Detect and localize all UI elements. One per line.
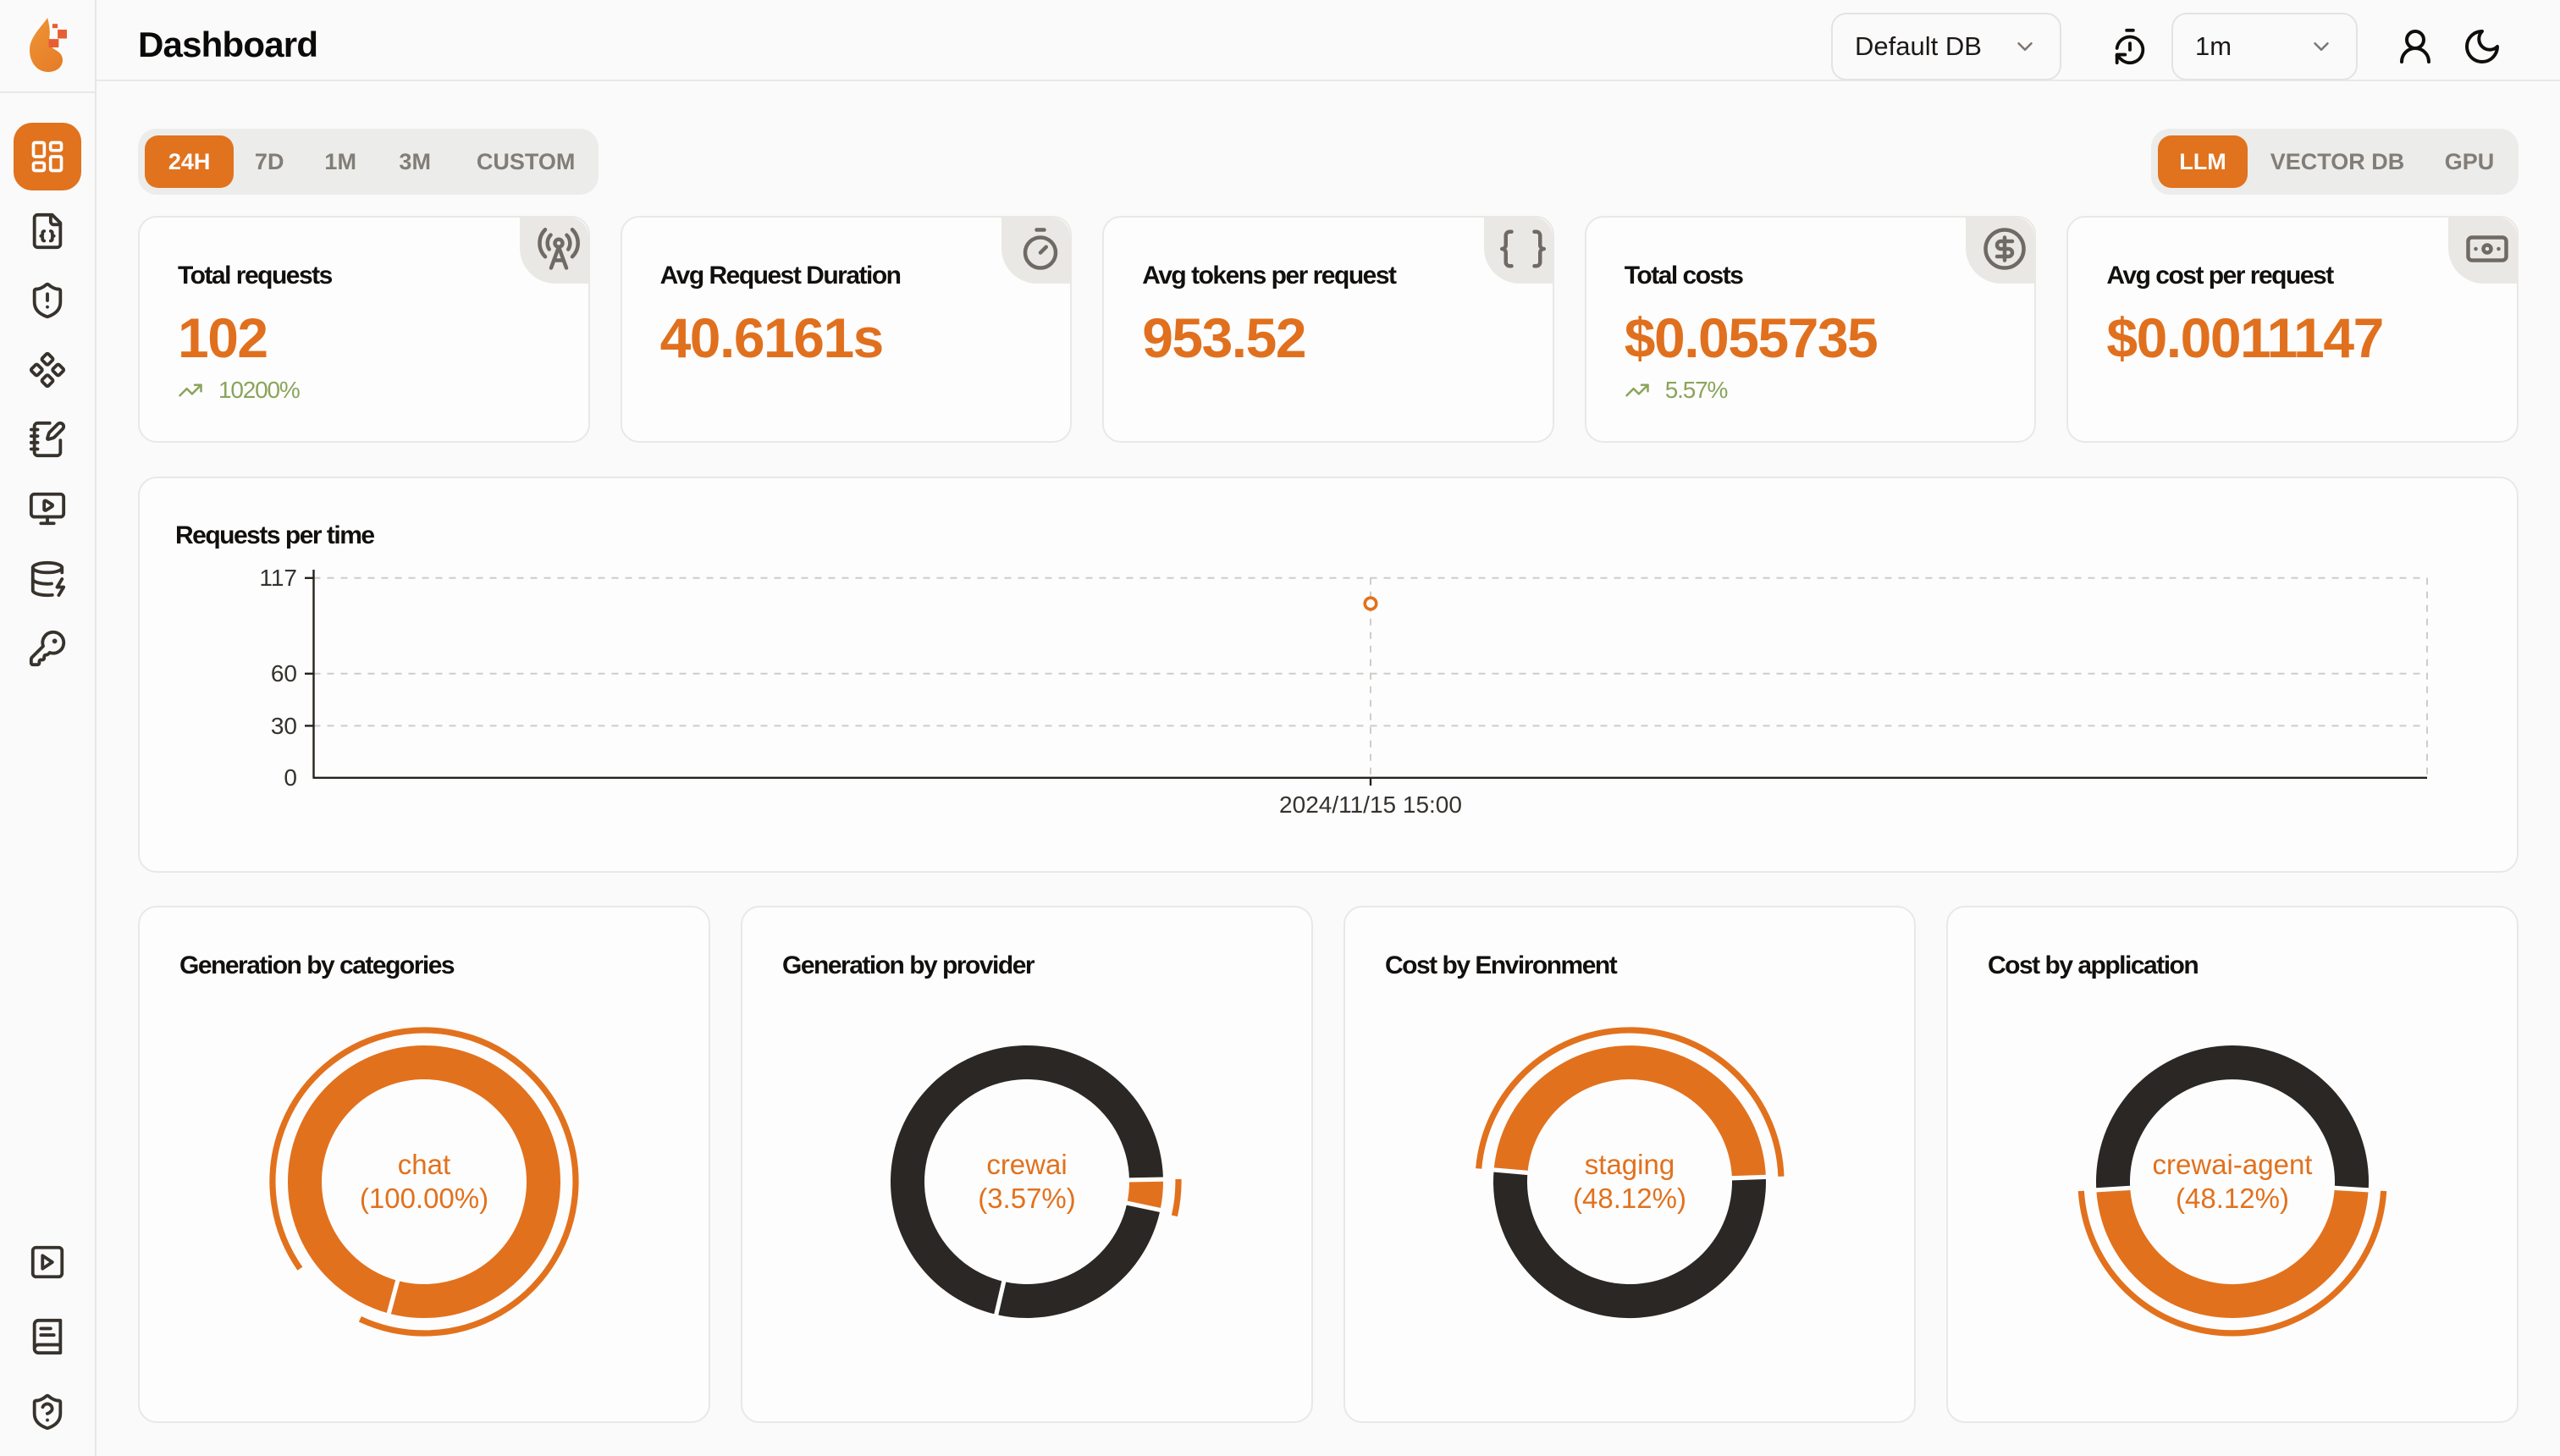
svg-text:60: 60 <box>271 660 297 687</box>
svg-text:117: 117 <box>259 565 297 591</box>
svg-text:30: 30 <box>271 713 297 739</box>
svg-text:2024/11/15 15:00: 2024/11/15 15:00 <box>1279 791 1462 818</box>
svg-text:0: 0 <box>284 764 297 791</box>
